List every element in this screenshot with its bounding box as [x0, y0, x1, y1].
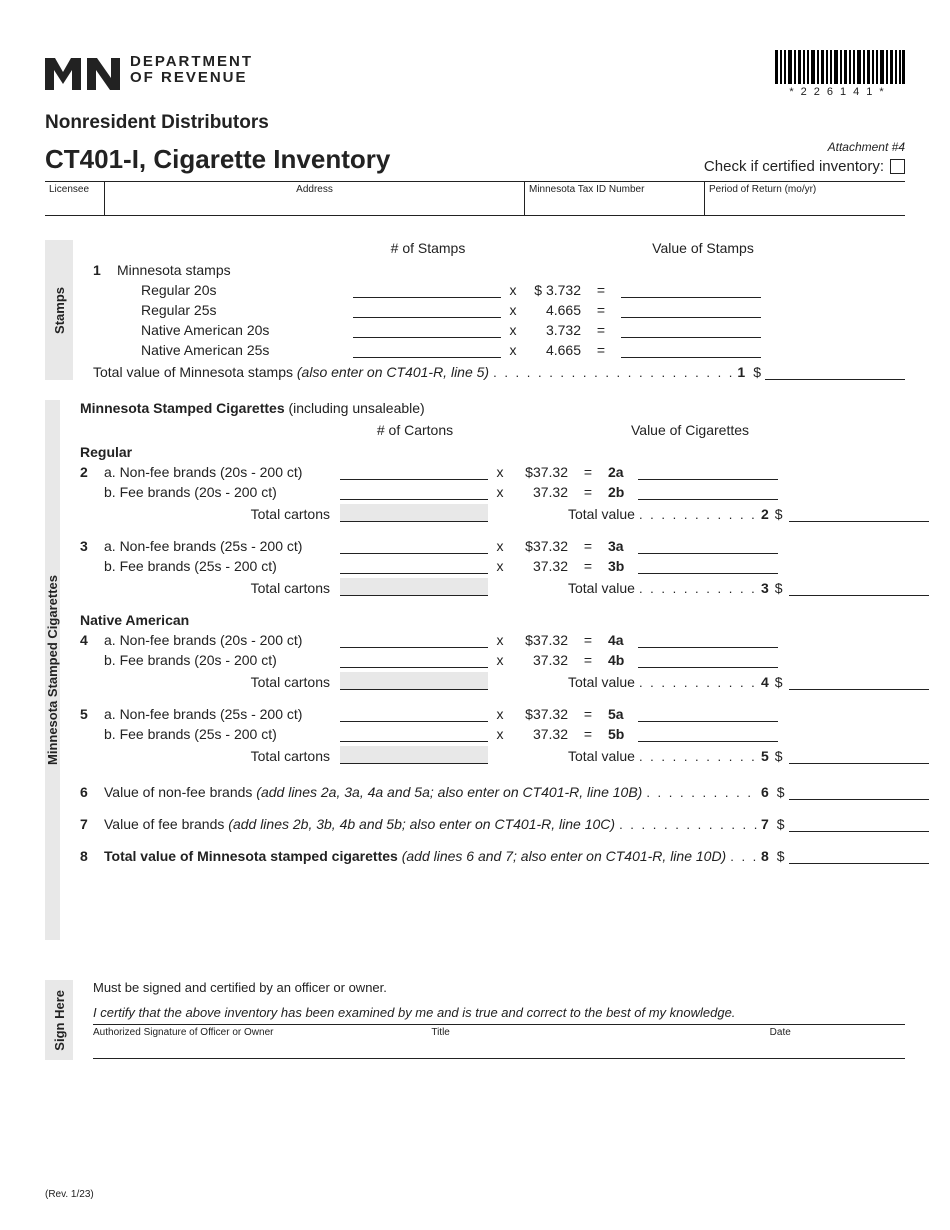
input-2-total-value[interactable]	[789, 506, 929, 522]
dept-line1: DEPARTMENT	[130, 54, 253, 71]
line-8: 8 Total value of Minnesota stamped cigar…	[80, 848, 929, 864]
revision-label: (Rev. 1/23)	[45, 1189, 94, 1200]
input-4b-cartons[interactable]	[340, 652, 488, 668]
header-num-stamps: # of Stamps	[353, 240, 503, 256]
subtotal-5: Total cartons Total value . . . . . . . …	[80, 746, 929, 764]
barcode-icon	[775, 50, 905, 84]
barcode: *226141*	[775, 50, 905, 98]
subhead: Nonresident Distributors CT401-I, Cigare…	[45, 112, 905, 175]
input-r20-value[interactable]	[621, 282, 761, 298]
input-4a-cartons[interactable]	[340, 632, 488, 648]
input-5b-value[interactable]	[638, 726, 778, 742]
attachment-label: Attachment #4	[704, 140, 905, 154]
certification-text: I certify that the above inventory has b…	[93, 1005, 905, 1025]
row-na-20s: Native American 20s x3.732 =	[93, 322, 905, 338]
sign-section: Sign Here Must be signed and certified b…	[45, 980, 905, 1060]
line-6: 6 Value of non-fee brands (add lines 2a,…	[80, 784, 929, 800]
row-4a: 4 a. Non-fee brands (20s - 200 ct) x$37.…	[80, 632, 929, 648]
native-label: Native American	[80, 612, 929, 628]
certified-checkbox[interactable]	[890, 159, 905, 174]
input-3-total-value[interactable]	[789, 580, 929, 596]
licensee-field[interactable]: Licensee	[45, 182, 105, 215]
stamps-section: Stamps # of Stamps Value of Stamps 1 Min…	[45, 240, 905, 380]
input-na20-value[interactable]	[621, 322, 761, 338]
input-2-total-cartons[interactable]	[340, 504, 488, 522]
taxid-field[interactable]: Minnesota Tax ID Number	[525, 182, 705, 215]
cigs-header: Minnesota Stamped Cigarettes (including …	[80, 400, 929, 416]
row-3a: 3 a. Non-fee brands (25s - 200 ct) x$37.…	[80, 538, 929, 554]
mn-logo-icon	[45, 50, 120, 90]
row-3b: b. Fee brands (25s - 200 ct) x37.32 =3b	[80, 558, 929, 574]
cigarettes-section: Minnesota Stamped Cigarettes Minnesota S…	[45, 400, 905, 940]
row-2b: b. Fee brands (20s - 200 ct) x37.32 =2b	[80, 484, 929, 500]
date-field[interactable]: Date	[770, 1027, 905, 1038]
input-3a-value[interactable]	[638, 538, 778, 554]
signature-field[interactable]: Authorized Signature of Officer or Owner	[93, 1027, 431, 1038]
subtotal-3: Total cartons Total value . . . . . . . …	[80, 578, 929, 596]
input-5b-cartons[interactable]	[340, 726, 488, 742]
stamps-side-label: Stamps	[45, 240, 73, 380]
line-1: 1 Minnesota stamps	[93, 262, 905, 278]
title-field[interactable]: Title	[431, 1027, 769, 1038]
regular-label: Regular	[80, 444, 929, 460]
input-5-total-cartons[interactable]	[340, 746, 488, 764]
input-na25-value[interactable]	[621, 342, 761, 358]
input-2b-value[interactable]	[638, 484, 778, 500]
certified-label: Check if certified inventory:	[704, 158, 884, 175]
row-regular-25s: Regular 25s x4.665 =	[93, 302, 905, 318]
period-field[interactable]: Period of Return (mo/yr)	[705, 182, 905, 215]
sign-side-label: Sign Here	[45, 980, 73, 1060]
input-4a-value[interactable]	[638, 632, 778, 648]
input-5-total-value[interactable]	[789, 748, 929, 764]
stamps-total-row: Total value of Minnesota stamps (also en…	[93, 364, 905, 380]
row-regular-20s: Regular 20s x$ 3.732 =	[93, 282, 905, 298]
subtotal-2: Total cartons Total value . . . . . . . …	[80, 504, 929, 522]
input-line6[interactable]	[789, 784, 929, 800]
input-stamps-total[interactable]	[765, 364, 905, 380]
row-na-25s: Native American 25s x4.665 =	[93, 342, 905, 358]
input-3a-cartons[interactable]	[340, 538, 488, 554]
input-r25-value[interactable]	[621, 302, 761, 318]
input-2a-cartons[interactable]	[340, 464, 488, 480]
barcode-text: *226141*	[775, 86, 905, 98]
stamps-col-headers: # of Stamps Value of Stamps	[93, 240, 905, 256]
input-r25-count[interactable]	[353, 302, 501, 318]
nonresident-label: Nonresident Distributors	[45, 112, 905, 134]
cigs-col-headers: # of Cartons Value of Cigarettes	[80, 422, 929, 438]
input-3b-cartons[interactable]	[340, 558, 488, 574]
input-2a-value[interactable]	[638, 464, 778, 480]
signature-row: Authorized Signature of Officer or Owner…	[93, 1025, 905, 1059]
input-3-total-cartons[interactable]	[340, 578, 488, 596]
subtotal-4: Total cartons Total value . . . . . . . …	[80, 672, 929, 690]
row-5b: b. Fee brands (25s - 200 ct) x37.32 =5b	[80, 726, 929, 742]
input-4b-value[interactable]	[638, 652, 778, 668]
certified-check-row: Check if certified inventory:	[704, 158, 905, 175]
input-2b-cartons[interactable]	[340, 484, 488, 500]
input-na20-count[interactable]	[353, 322, 501, 338]
input-na25-count[interactable]	[353, 342, 501, 358]
row-5a: 5 a. Non-fee brands (25s - 200 ct) x$37.…	[80, 706, 929, 722]
row-2a: 2 a. Non-fee brands (20s - 200 ct) x$37.…	[80, 464, 929, 480]
header: DEPARTMENT OF REVENUE *226141*	[45, 50, 905, 98]
row-4b: b. Fee brands (20s - 200 ct) x37.32 =4b	[80, 652, 929, 668]
id-row: Licensee Address Minnesota Tax ID Number…	[45, 181, 905, 216]
input-5a-cartons[interactable]	[340, 706, 488, 722]
input-4-total-value[interactable]	[789, 674, 929, 690]
input-4-total-cartons[interactable]	[340, 672, 488, 690]
line-7: 7 Value of fee brands (add lines 2b, 3b,…	[80, 816, 929, 832]
header-value-stamps: Value of Stamps	[603, 240, 803, 256]
dept-line2: OF REVENUE	[130, 70, 253, 87]
logo-block: DEPARTMENT OF REVENUE	[45, 50, 253, 90]
dept-name: DEPARTMENT OF REVENUE	[130, 54, 253, 87]
input-line7[interactable]	[789, 816, 929, 832]
input-5a-value[interactable]	[638, 706, 778, 722]
input-3b-value[interactable]	[638, 558, 778, 574]
input-line8[interactable]	[789, 848, 929, 864]
form-title: CT401-I, Cigarette Inventory	[45, 144, 390, 175]
must-signed: Must be signed and certified by an offic…	[93, 980, 905, 995]
address-field[interactable]: Address	[105, 182, 525, 215]
mn-stamps-label: Minnesota stamps	[117, 262, 353, 278]
cigs-side-label: Minnesota Stamped Cigarettes	[45, 400, 60, 940]
input-r20-count[interactable]	[353, 282, 501, 298]
